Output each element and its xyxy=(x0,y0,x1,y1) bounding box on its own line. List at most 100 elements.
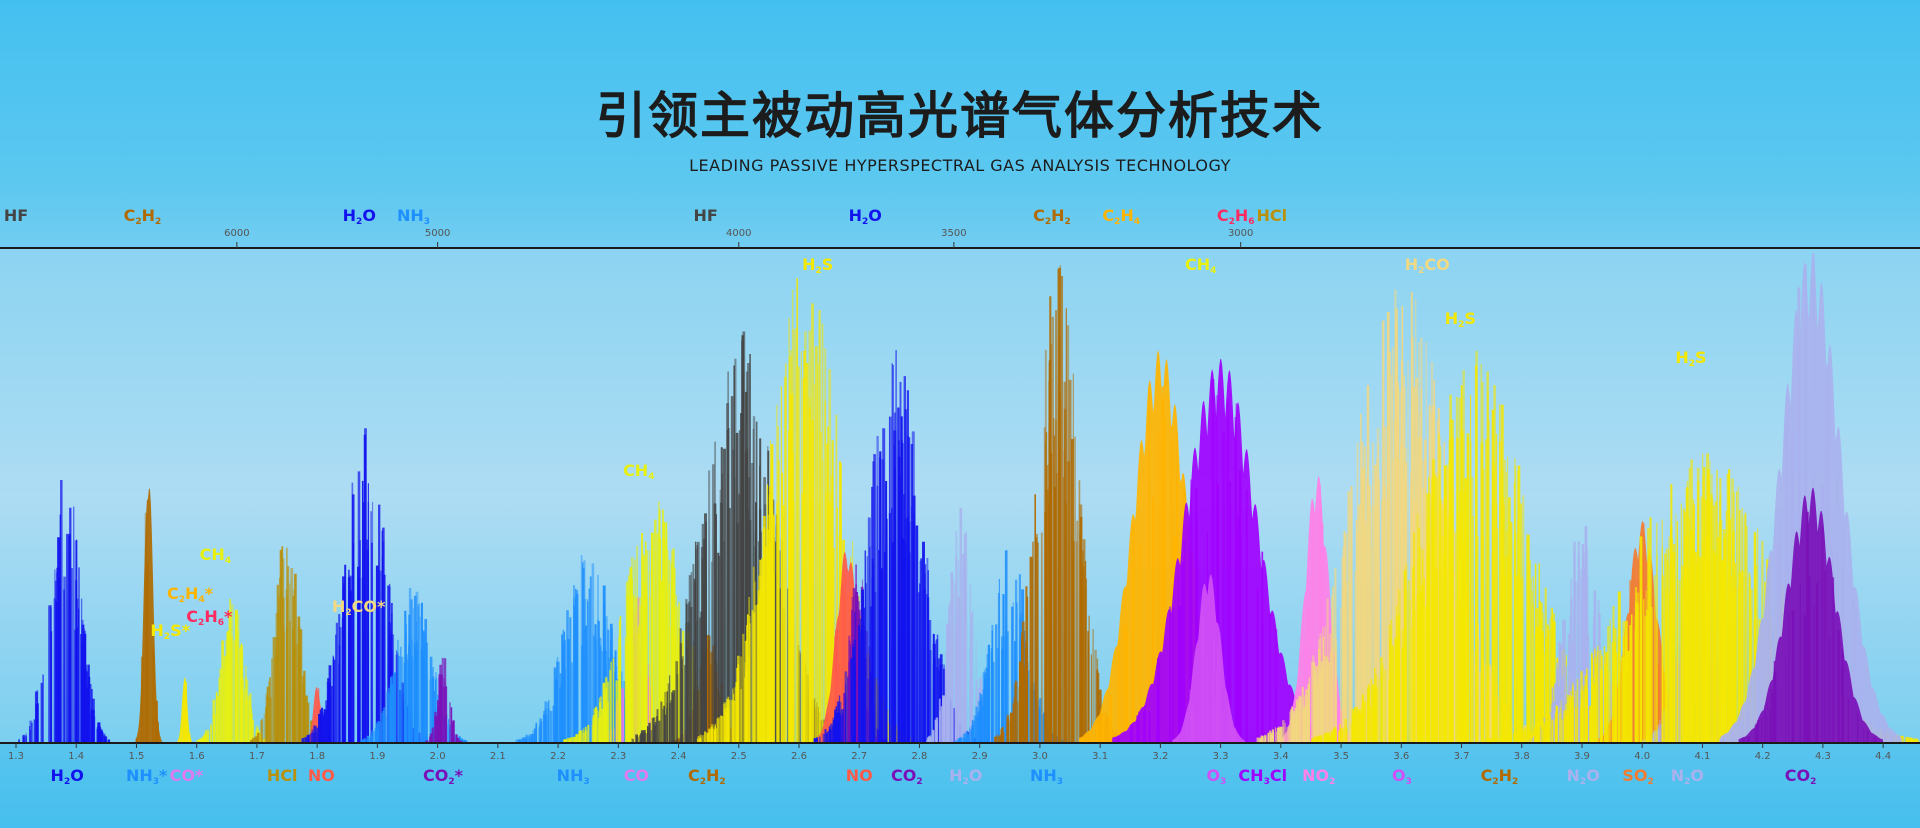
label-part: * xyxy=(181,621,190,641)
bottom-gas-label-co: CO* xyxy=(170,766,204,785)
bottom-tick-label: 3.6 xyxy=(1393,751,1410,762)
bottom-tick-label: 4.4 xyxy=(1875,751,1892,762)
label-part: NH xyxy=(396,206,424,225)
bottom-tick-label: 2.4 xyxy=(670,751,687,762)
label-part: 2 xyxy=(155,217,162,227)
label-part: 6 xyxy=(217,617,224,628)
label-part: H xyxy=(185,584,199,604)
label-part: 2 xyxy=(448,777,455,787)
label-part: 2 xyxy=(63,777,71,787)
label-part: H xyxy=(332,596,346,616)
label-part: 6 xyxy=(1248,217,1255,227)
label-part: S xyxy=(1464,308,1476,328)
bottom-tick-label: 3.8 xyxy=(1513,751,1530,762)
label-part: N xyxy=(1566,766,1580,785)
band-h2s xyxy=(177,677,192,742)
bottom-gas-label-nh3: NH3 xyxy=(557,766,590,787)
label-part: Cl xyxy=(1269,766,1288,785)
label-part: 3 xyxy=(583,777,590,787)
bottom-tick-label: 1.3 xyxy=(8,751,24,762)
bottom-tick-label: 1.9 xyxy=(369,751,386,762)
band-ch4 xyxy=(196,598,269,742)
label-part: C xyxy=(1480,766,1493,785)
bottom-tick-label: 2.6 xyxy=(791,751,807,762)
band-gas-label-c2h4: C2H4* xyxy=(167,584,213,605)
bottom-tick-label: 3.2 xyxy=(1152,751,1169,762)
label-part: C xyxy=(167,584,179,604)
band-gas-label-ch4: CH4 xyxy=(1185,255,1216,276)
bottom-gas-label-so2: SO2 xyxy=(1622,766,1653,787)
label-part: C xyxy=(687,766,700,785)
bottom-tick-label: 1.8 xyxy=(309,751,326,762)
label-part: HCl xyxy=(1256,206,1288,225)
label-part: S xyxy=(1695,348,1707,368)
label-part: H xyxy=(204,606,218,626)
bottom-tick-label: 3.4 xyxy=(1272,751,1289,762)
label-part: CH xyxy=(1238,766,1264,785)
label-part: CO xyxy=(623,766,650,785)
label-part: H xyxy=(1051,206,1065,225)
label-part: 2 xyxy=(1329,777,1336,787)
bottom-tick-label: 3.7 xyxy=(1453,751,1470,762)
label-part: CO xyxy=(1424,254,1450,274)
label-part: 2 xyxy=(1418,265,1425,276)
top-gas-label-h2o: H2O xyxy=(849,206,882,227)
label-part: 2 xyxy=(135,217,142,227)
label-part: 2 xyxy=(1810,777,1817,787)
bottom-gas-label-co2: CO2 xyxy=(891,766,923,787)
top-tick-label: 5000 xyxy=(424,228,451,239)
label-part: 2 xyxy=(178,595,186,606)
page-title: 引领主被动高光谱气体分析技术 xyxy=(596,87,1324,145)
band-h2o xyxy=(18,480,111,742)
top-gas-label-hcl: HCl xyxy=(1256,206,1287,225)
bottom-gas-label-co: CO xyxy=(624,766,649,785)
bottom-tick-label: 2.8 xyxy=(911,751,928,762)
label-part: * xyxy=(454,766,464,785)
bottom-gas-label-c2h2: C2H2 xyxy=(688,766,726,787)
label-part: CH xyxy=(1185,254,1211,274)
label-part: * xyxy=(377,596,386,616)
band-gas-label-h2s: H2S xyxy=(1445,309,1476,330)
top-gas-label-hf: HF xyxy=(4,206,28,225)
label-part: 4 xyxy=(224,556,232,567)
bottom-tick-label: 4.2 xyxy=(1754,751,1771,762)
top-gas-label-c2h2: C2H2 xyxy=(124,206,162,227)
band-h2o xyxy=(813,350,977,742)
label-part: 4 xyxy=(198,595,205,606)
label-part: O xyxy=(362,206,376,225)
label-part: NH xyxy=(556,766,584,785)
band-gas-label-ch4: CH4 xyxy=(623,461,654,482)
bottom-gas-label-nh3: NH3* xyxy=(126,766,167,787)
label-part: 2 xyxy=(1228,217,1235,227)
bottom-gas-label-h2o: H2O xyxy=(51,766,84,787)
bottom-tick-label: 2.9 xyxy=(971,751,988,762)
label-part: O xyxy=(968,766,983,785)
label-part: HCl xyxy=(266,766,298,785)
top-gas-label-hf: HF xyxy=(693,206,717,225)
label-part: CH xyxy=(623,461,649,481)
label-part: 3 xyxy=(1263,777,1270,787)
band-c2h2 xyxy=(993,265,1122,742)
label-part: 2 xyxy=(1579,777,1587,787)
bottom-gas-label-o3: O3 xyxy=(1392,766,1412,787)
label-part: HF xyxy=(3,206,29,225)
label-part: O xyxy=(1206,766,1221,785)
bottom-gas-label-no: NO xyxy=(846,766,873,785)
label-part: H xyxy=(50,766,64,785)
bottom-gas-label-co2: CO2 xyxy=(1785,766,1817,787)
band-gas-label-h2co: H2CO* xyxy=(332,597,385,618)
bottom-tick-label: 2.7 xyxy=(851,751,868,762)
label-part: H xyxy=(141,206,156,225)
label-part: NO xyxy=(307,766,335,785)
label-part: 2 xyxy=(356,217,363,227)
bottom-gas-label-n2o: N2O xyxy=(1671,766,1704,787)
band-gas-label-h2s: H2S* xyxy=(150,621,190,642)
top-tick-label: 3500 xyxy=(941,228,967,239)
bottom-tick-label: 3.5 xyxy=(1333,751,1349,762)
label-part: 3 xyxy=(1220,777,1227,787)
label-part: H xyxy=(1234,206,1249,225)
label-part: 2 xyxy=(1044,217,1052,227)
band-gas-label-c2h6: C2H6* xyxy=(186,607,232,628)
label-part: NO xyxy=(845,766,873,785)
